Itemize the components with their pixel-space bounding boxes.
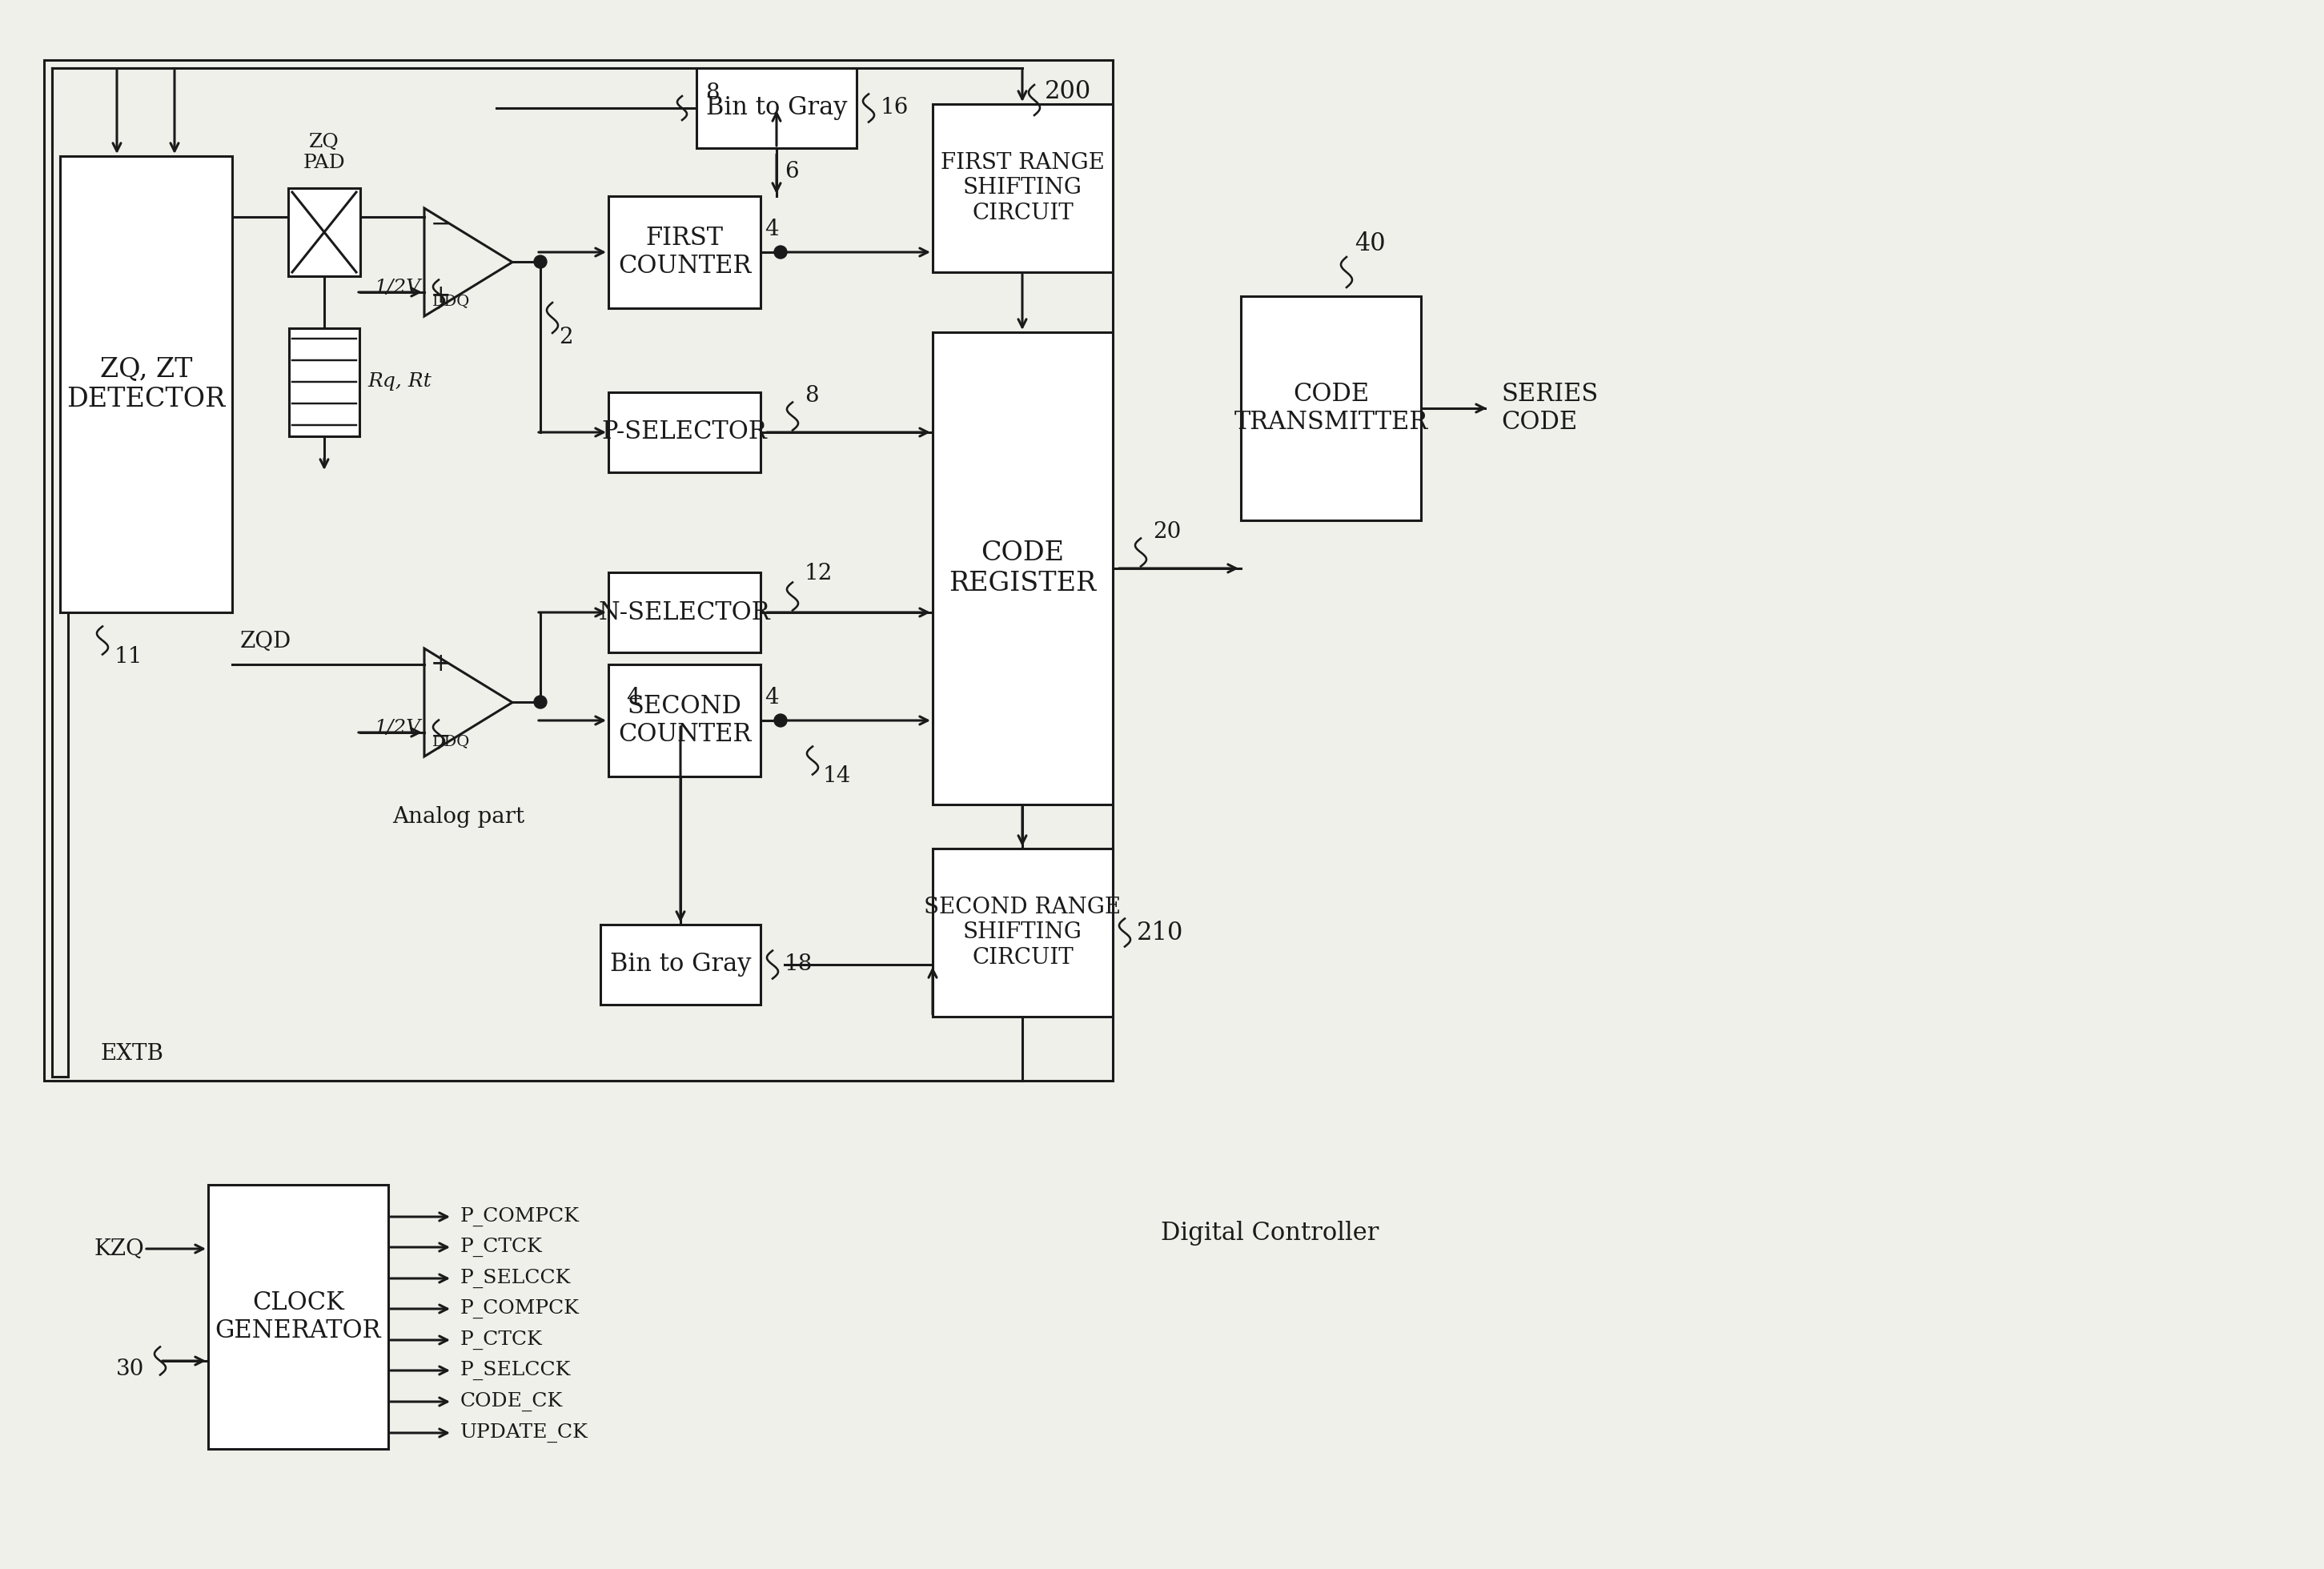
Text: Bin to Gray: Bin to Gray bbox=[609, 952, 751, 977]
Text: P_COMPCK: P_COMPCK bbox=[460, 1207, 579, 1227]
Text: 12: 12 bbox=[804, 563, 832, 585]
Text: FIRST
COUNTER: FIRST COUNTER bbox=[618, 226, 751, 279]
Text: P_CTCK: P_CTCK bbox=[460, 1331, 544, 1349]
FancyBboxPatch shape bbox=[600, 924, 760, 1004]
Text: 4: 4 bbox=[765, 687, 779, 709]
Text: DDQ: DDQ bbox=[432, 734, 469, 748]
Text: 20: 20 bbox=[1153, 521, 1181, 543]
Text: ZQ, ZT
DETECTOR: ZQ, ZT DETECTOR bbox=[67, 356, 225, 411]
Circle shape bbox=[774, 714, 788, 726]
Text: P_COMPCK: P_COMPCK bbox=[460, 1299, 579, 1318]
Text: 1/2V: 1/2V bbox=[374, 719, 421, 737]
Text: Digital Controller: Digital Controller bbox=[1160, 1221, 1378, 1246]
Text: 6: 6 bbox=[786, 162, 799, 184]
Text: EXTB: EXTB bbox=[100, 1043, 163, 1065]
Text: 1/2V: 1/2V bbox=[374, 279, 421, 298]
Text: CODE
TRANSMITTER: CODE TRANSMITTER bbox=[1234, 381, 1427, 435]
Text: +: + bbox=[430, 653, 451, 676]
Circle shape bbox=[535, 695, 546, 709]
Text: N-SELECTOR: N-SELECTOR bbox=[600, 599, 769, 624]
Text: ZQ
PAD: ZQ PAD bbox=[302, 132, 346, 173]
Text: 16: 16 bbox=[881, 97, 909, 119]
Text: 4: 4 bbox=[627, 687, 641, 709]
Text: 2: 2 bbox=[558, 326, 574, 348]
Text: Bin to Gray: Bin to Gray bbox=[706, 96, 848, 121]
FancyBboxPatch shape bbox=[288, 188, 360, 276]
Text: DDQ: DDQ bbox=[432, 293, 469, 308]
Text: ZQD: ZQD bbox=[239, 631, 290, 653]
FancyBboxPatch shape bbox=[609, 664, 760, 777]
Text: SECOND RANGE
SHIFTING
CIRCUIT: SECOND RANGE SHIFTING CIRCUIT bbox=[925, 897, 1120, 968]
FancyBboxPatch shape bbox=[60, 155, 232, 612]
Text: 14: 14 bbox=[823, 766, 851, 788]
Text: 8: 8 bbox=[804, 386, 818, 406]
Text: Analog part: Analog part bbox=[393, 806, 525, 827]
FancyBboxPatch shape bbox=[932, 104, 1113, 271]
FancyBboxPatch shape bbox=[1241, 297, 1420, 521]
Circle shape bbox=[774, 246, 788, 259]
Text: FIRST RANGE
SHIFTING
CIRCUIT: FIRST RANGE SHIFTING CIRCUIT bbox=[941, 152, 1104, 224]
FancyBboxPatch shape bbox=[609, 196, 760, 308]
Text: P_SELCCK: P_SELCCK bbox=[460, 1269, 572, 1288]
Text: 40: 40 bbox=[1355, 231, 1385, 256]
Text: 200: 200 bbox=[1046, 80, 1092, 105]
Text: 8: 8 bbox=[706, 83, 720, 104]
Text: KZQ: KZQ bbox=[93, 1238, 144, 1260]
Text: 11: 11 bbox=[114, 645, 142, 667]
Text: P_CTCK: P_CTCK bbox=[460, 1238, 544, 1257]
Text: 30: 30 bbox=[116, 1359, 144, 1379]
Text: P-SELECTOR: P-SELECTOR bbox=[602, 420, 767, 444]
Text: UPDATE_CK: UPDATE_CK bbox=[460, 1423, 588, 1442]
FancyBboxPatch shape bbox=[209, 1185, 388, 1448]
FancyBboxPatch shape bbox=[609, 392, 760, 472]
FancyBboxPatch shape bbox=[288, 328, 360, 436]
FancyBboxPatch shape bbox=[609, 573, 760, 653]
Text: CODE
REGISTER: CODE REGISTER bbox=[948, 541, 1097, 596]
Text: P_SELCCK: P_SELCCK bbox=[460, 1360, 572, 1381]
Text: CODE_CK: CODE_CK bbox=[460, 1392, 562, 1412]
Text: +: + bbox=[430, 284, 451, 309]
Text: Rq, Rt: Rq, Rt bbox=[367, 372, 432, 391]
Text: 18: 18 bbox=[786, 954, 813, 976]
FancyBboxPatch shape bbox=[697, 67, 858, 147]
Text: 210: 210 bbox=[1136, 919, 1183, 945]
Text: SERIES
CODE: SERIES CODE bbox=[1501, 381, 1599, 435]
Text: −: − bbox=[430, 723, 451, 748]
FancyBboxPatch shape bbox=[932, 333, 1113, 805]
FancyBboxPatch shape bbox=[932, 849, 1113, 1017]
Text: SECOND
COUNTER: SECOND COUNTER bbox=[618, 693, 751, 747]
Text: 4: 4 bbox=[765, 218, 779, 240]
Text: −: − bbox=[430, 212, 451, 237]
Circle shape bbox=[535, 256, 546, 268]
Text: CLOCK
GENERATOR: CLOCK GENERATOR bbox=[216, 1290, 381, 1343]
